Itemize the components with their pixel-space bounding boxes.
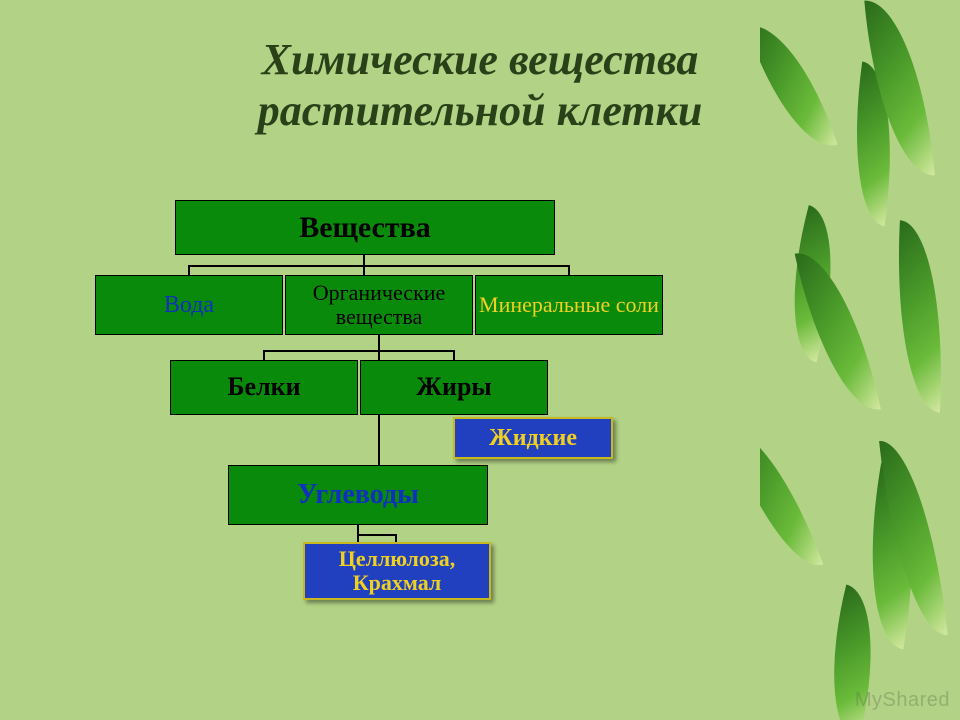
leaf: [760, 414, 823, 580]
node-label-water: Вода: [164, 292, 214, 318]
node-proteins: Белки: [170, 360, 358, 415]
connector-line: [188, 265, 570, 267]
node-label-organic: Органические вещества: [286, 281, 472, 329]
connector-line: [395, 534, 397, 542]
node-liquid: Жидкие: [453, 417, 613, 459]
watermark: MyShared: [855, 689, 950, 712]
slide-title: Химические вещества растительной клетки: [0, 35, 960, 136]
connector-line: [453, 350, 455, 360]
node-carbs: Углеводы: [228, 465, 488, 525]
connector-line: [568, 265, 570, 275]
node-root: Вещества: [175, 200, 555, 255]
node-minerals: Минеральные соли: [475, 275, 663, 335]
title-line-2: растительной клетки: [258, 86, 703, 135]
node-label-proteins: Белки: [227, 373, 300, 402]
node-label-fats: Жиры: [416, 373, 491, 402]
node-label-cellulose: Целлюлоза, Крахмал: [305, 547, 489, 595]
title-line-1: Химические вещества: [262, 35, 699, 84]
node-label-liquid: Жидкие: [489, 425, 577, 451]
node-label-root: Вещества: [299, 211, 431, 244]
connector-line: [263, 350, 265, 360]
node-label-carbs: Углеводы: [297, 480, 419, 511]
node-fats: Жиры: [360, 360, 548, 415]
node-label-minerals: Минеральные соли: [479, 293, 659, 317]
connector-line: [263, 350, 455, 352]
node-cellulose: Целлюлоза, Крахмал: [303, 542, 491, 600]
connector-line: [188, 265, 190, 275]
leaf: [890, 220, 950, 412]
node-organic: Органические вещества: [285, 275, 473, 335]
connector-line: [357, 534, 397, 536]
node-water: Вода: [95, 275, 283, 335]
